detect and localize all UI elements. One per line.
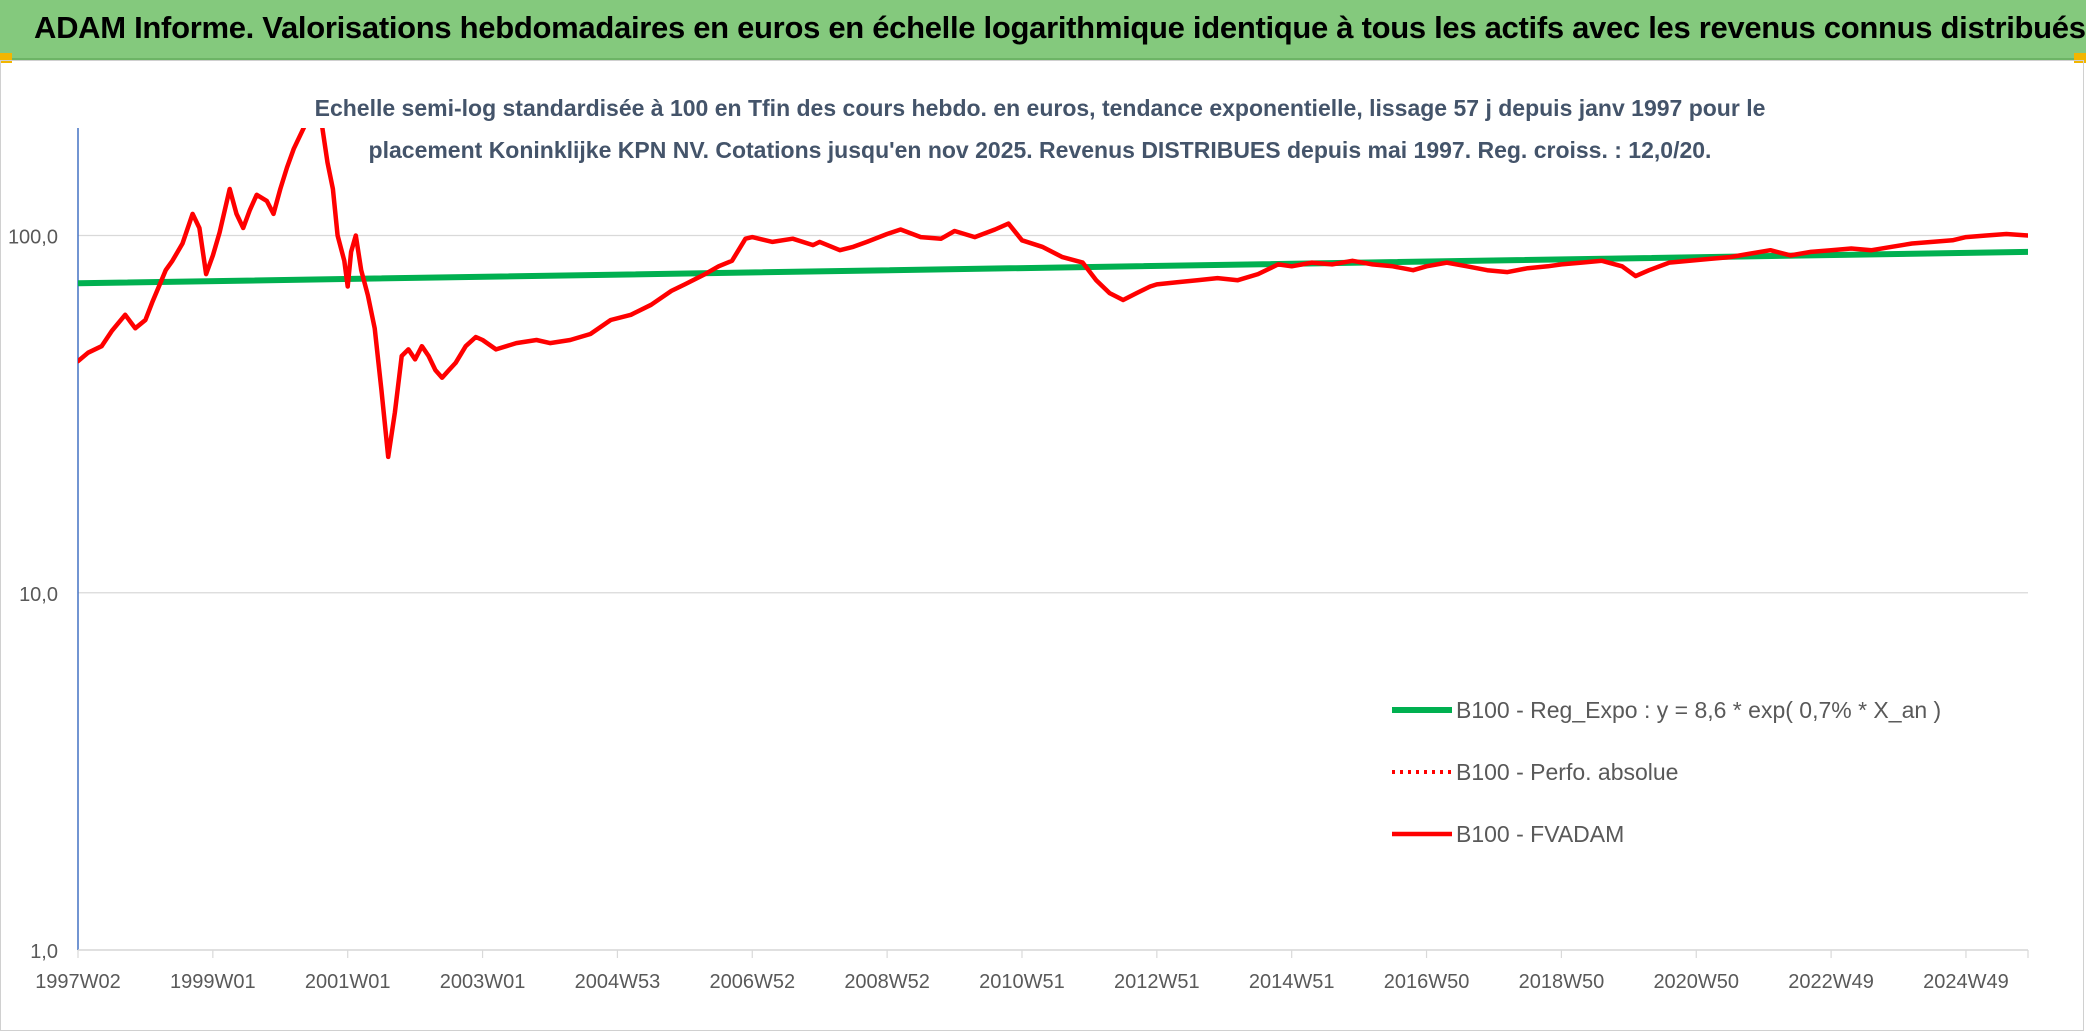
series-group (78, 128, 2028, 460)
chart-title-line-2: placement Koninklijke KPN NV. Cotations … (369, 137, 1712, 163)
y-tick-label: 10,0 (19, 584, 58, 606)
x-tick-label: 2020W50 (1653, 971, 1739, 993)
chart-title-line-1: Echelle semi-log standardisée à 100 en T… (315, 95, 1766, 121)
chart-frame (0, 60, 2084, 1031)
x-tick-label: 2022W49 (1788, 971, 1874, 993)
x-tick-label: 2024W49 (1923, 971, 2009, 993)
x-tick-label: 2012W51 (1114, 971, 1200, 993)
header-banner: ADAM Informe. Valorisations hebdomadaire… (0, 0, 2086, 60)
x-axis-tick-labels: 1997W02 1999W01 2001W01 2003W01 2004W53 2006W… (35, 950, 2029, 993)
x-tick-label: 2004W53 (575, 971, 661, 993)
x-tick-label: 2001W01 (305, 971, 391, 993)
x-tick-label: 1999W01 (170, 971, 256, 993)
y-axis-tick-labels: 1,0 10,0 100,0 (8, 227, 58, 963)
legend: B100 - Reg_Expo : y = 8,6 * exp( 0,7% * … (1392, 697, 1941, 847)
series-line-solid-green (78, 248, 2028, 287)
x-tick-label: 2018W50 (1519, 971, 1605, 993)
legend-label: B100 - Perfo. absolue (1456, 759, 1678, 785)
x-tick-label: 2003W01 (440, 971, 526, 993)
x-tick-label: 1997W02 (35, 971, 121, 993)
legend-label: B100 - Reg_Expo : y = 8,6 * exp( 0,7% * … (1456, 697, 1941, 723)
series-line-solid-red (78, 128, 2028, 460)
gridlines (77, 128, 2028, 951)
x-tick-label: 2010W51 (979, 971, 1065, 993)
x-tick-label: 2014W51 (1249, 971, 1335, 993)
y-tick-label: 1,0 (30, 941, 58, 963)
corner-marker-left (0, 53, 12, 63)
legend-label: B100 - FVADAM (1456, 821, 1624, 847)
x-tick-label: 2016W50 (1384, 971, 1470, 993)
corner-marker-right (2074, 53, 2086, 63)
y-tick-label: 100,0 (8, 227, 58, 249)
x-tick-label: 2006W52 (709, 971, 795, 993)
x-tick-label: 2008W52 (844, 971, 930, 993)
page-title: ADAM Informe. Valorisations hebdomadaire… (34, 10, 2086, 45)
